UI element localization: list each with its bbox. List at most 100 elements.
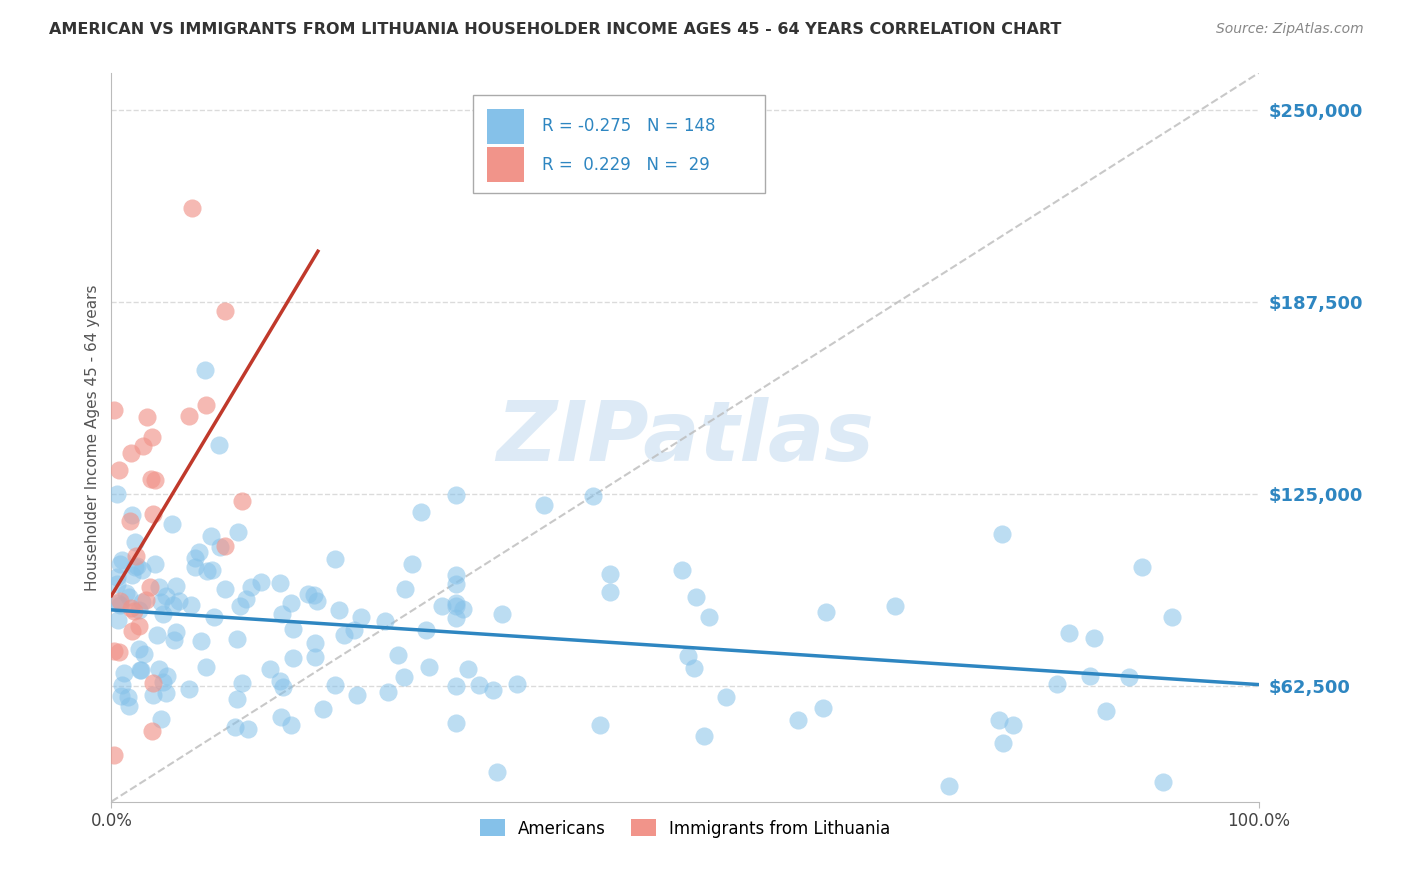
Bar <box>486 147 524 182</box>
Point <box>328 603 350 617</box>
Point <box>811 701 834 715</box>
Point <box>259 662 281 676</box>
Point <box>155 589 177 603</box>
Point <box>444 596 467 610</box>
Point <box>297 587 319 601</box>
Point <box>105 570 128 584</box>
Point <box>229 599 252 614</box>
Point <box>304 650 326 665</box>
Point <box>111 553 134 567</box>
Point <box>208 438 231 452</box>
Point <box>991 736 1014 750</box>
Point <box>139 580 162 594</box>
Point <box>150 712 173 726</box>
Point <box>152 607 174 622</box>
Point <box>273 680 295 694</box>
Point <box>209 540 232 554</box>
Point <box>599 585 621 599</box>
Text: R = -0.275   N = 148: R = -0.275 N = 148 <box>541 117 716 136</box>
Point <box>143 473 166 487</box>
Point <box>533 498 555 512</box>
Point <box>1057 626 1080 640</box>
Point <box>394 582 416 597</box>
Point <box>201 563 224 577</box>
Point <box>250 574 273 589</box>
Point <box>165 579 187 593</box>
Point <box>787 713 810 727</box>
Point <box>122 605 145 619</box>
FancyBboxPatch shape <box>472 95 765 194</box>
Point <box>280 718 302 732</box>
Text: R =  0.229   N =  29: R = 0.229 N = 29 <box>541 156 710 174</box>
Point <box>124 535 146 549</box>
Point <box>143 557 166 571</box>
Point <box>444 567 467 582</box>
Point <box>194 363 217 377</box>
Point <box>135 592 157 607</box>
Point <box>114 586 136 600</box>
Point <box>444 610 467 624</box>
Point <box>599 566 621 581</box>
Point <box>120 600 142 615</box>
Point <box>107 596 129 610</box>
Point <box>132 439 155 453</box>
Point <box>131 663 153 677</box>
Point <box>179 409 201 423</box>
Text: ZIPatlas: ZIPatlas <box>496 397 875 478</box>
Point <box>392 670 415 684</box>
Point <box>179 681 201 696</box>
Point <box>180 201 202 215</box>
Point <box>240 581 263 595</box>
Point <box>200 529 222 543</box>
Point <box>444 716 467 731</box>
Point <box>162 598 184 612</box>
Point <box>167 594 190 608</box>
Point <box>105 487 128 501</box>
Point <box>486 764 509 779</box>
Point <box>305 594 328 608</box>
Point <box>128 642 150 657</box>
Point <box>226 524 249 539</box>
Point <box>226 692 249 706</box>
Point <box>814 605 837 619</box>
Point <box>1161 610 1184 624</box>
Point <box>124 560 146 574</box>
Point <box>110 689 132 703</box>
Point <box>120 446 142 460</box>
Point <box>270 710 292 724</box>
Point <box>214 304 236 318</box>
Point <box>156 669 179 683</box>
Point <box>271 607 294 621</box>
Point <box>1130 560 1153 574</box>
Point <box>146 628 169 642</box>
Point <box>121 508 143 523</box>
Point <box>671 563 693 577</box>
Y-axis label: Householder Income Ages 45 - 64 years: Householder Income Ages 45 - 64 years <box>86 284 100 591</box>
Point <box>103 748 125 763</box>
Point <box>444 679 467 693</box>
Point <box>214 582 236 596</box>
Bar <box>486 109 524 144</box>
Point <box>418 660 440 674</box>
Point <box>231 676 253 690</box>
Point <box>938 779 960 793</box>
Point <box>333 628 356 642</box>
Point <box>155 686 177 700</box>
Point <box>142 508 165 522</box>
Point <box>128 663 150 677</box>
Point <box>225 632 247 646</box>
Point <box>444 577 467 591</box>
Point <box>135 409 157 424</box>
Point <box>180 598 202 612</box>
Point <box>142 676 165 690</box>
Point <box>128 603 150 617</box>
Point <box>131 563 153 577</box>
Point <box>108 557 131 571</box>
Point <box>231 494 253 508</box>
Point <box>184 551 207 566</box>
Point <box>1118 670 1140 684</box>
Point <box>676 649 699 664</box>
Point <box>108 463 131 477</box>
Point <box>160 517 183 532</box>
Point <box>415 623 437 637</box>
